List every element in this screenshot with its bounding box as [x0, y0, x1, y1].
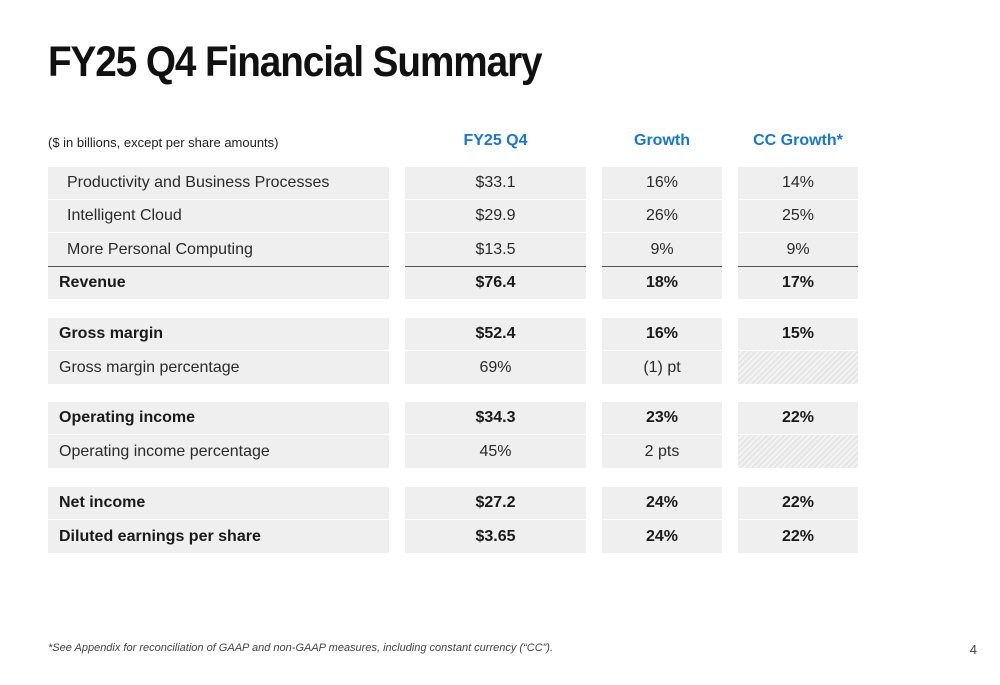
page-title: FY25 Q4 Financial Summary	[48, 38, 543, 86]
row-label: Productivity and Business Processes	[48, 167, 389, 200]
units-note: ($ in billions, except per share amounts…	[48, 135, 279, 150]
value-fy25-q4: $3.65	[405, 520, 586, 553]
value-growth: 9%	[602, 233, 722, 266]
value-growth: 16%	[602, 318, 722, 351]
row-label: Gross margin	[48, 318, 389, 351]
column-header-fy25-q4: FY25 Q4	[463, 132, 528, 149]
value-fy25-q4: 45%	[405, 435, 586, 468]
value-growth: 18%	[602, 266, 722, 299]
value-fy25-q4: $29.9	[405, 200, 586, 233]
not-applicable-cell	[738, 351, 858, 384]
row-label: More Personal Computing	[48, 233, 389, 266]
value-cc-growth: 9%	[738, 233, 858, 266]
value-growth: (1) pt	[602, 351, 722, 384]
value-fy25-q4: $27.2	[405, 487, 586, 520]
value-fy25-q4: $52.4	[405, 318, 586, 351]
row-label: Gross margin percentage	[48, 351, 389, 384]
value-fy25-q4: $33.1	[405, 167, 586, 200]
value-fy25-q4: 69%	[405, 351, 586, 384]
value-growth: 23%	[602, 402, 722, 435]
value-growth: 24%	[602, 487, 722, 520]
value-growth: 24%	[602, 520, 722, 553]
page-number: 4	[969, 642, 977, 657]
value-cc-growth: 22%	[738, 487, 858, 520]
row-label: Diluted earnings per share	[48, 520, 389, 553]
value-cc-growth: 22%	[738, 520, 858, 553]
value-fy25-q4: $34.3	[405, 402, 586, 435]
row-label: Net income	[48, 487, 389, 520]
value-cc-growth: 22%	[738, 402, 858, 435]
row-label: Operating income	[48, 402, 389, 435]
value-growth: 16%	[602, 167, 722, 200]
column-header-cc-growth: CC Growth*	[753, 132, 843, 149]
column-header-growth: Growth	[634, 132, 690, 149]
value-cc-growth: 17%	[738, 266, 858, 299]
row-label: Operating income percentage	[48, 435, 389, 468]
value-fy25-q4: $76.4	[405, 266, 586, 299]
value-fy25-q4: $13.5	[405, 233, 586, 266]
value-growth: 26%	[602, 200, 722, 233]
value-cc-growth: 25%	[738, 200, 858, 233]
row-label: Revenue	[48, 266, 389, 299]
value-cc-growth: 15%	[738, 318, 858, 351]
value-cc-growth: 14%	[738, 167, 858, 200]
not-applicable-cell	[738, 435, 858, 468]
row-label: Intelligent Cloud	[48, 200, 389, 233]
footnote: *See Appendix for reconciliation of GAAP…	[48, 642, 554, 654]
value-growth: 2 pts	[602, 435, 722, 468]
